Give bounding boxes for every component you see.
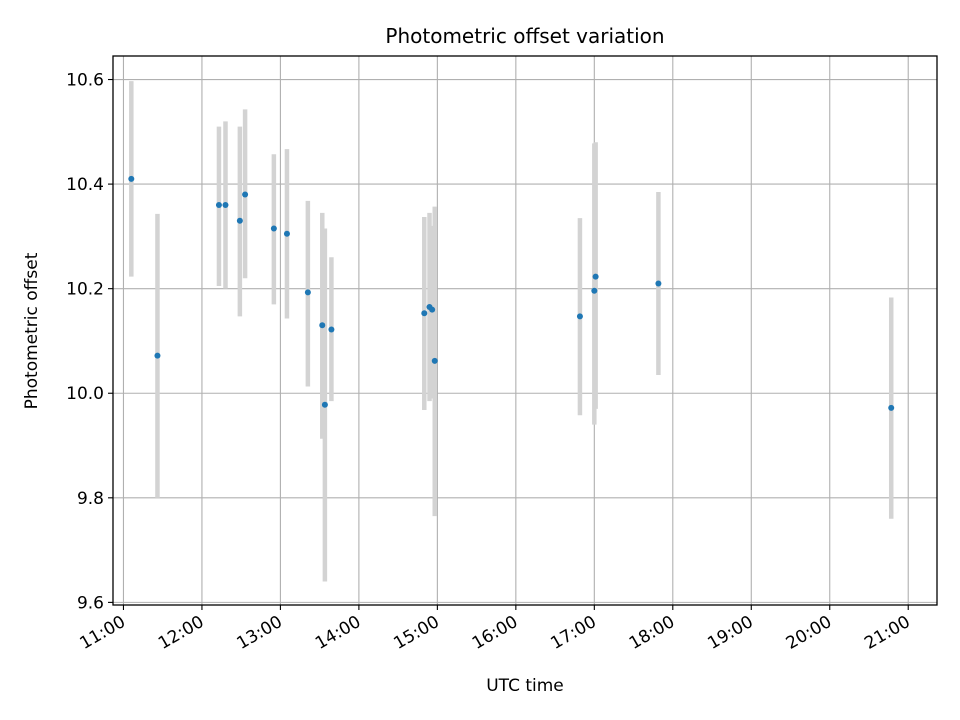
data-point [242,191,249,198]
data-point [283,230,290,237]
data-point [328,326,335,333]
data-point [154,352,161,359]
x-axis-label: UTC time [486,676,564,696]
grid [113,56,937,605]
data-point [319,322,326,329]
data-point [592,273,599,280]
data-point [222,202,229,209]
y-tick-label: 9.6 [77,593,104,613]
data-point [236,217,243,224]
data-point [128,175,135,182]
data-point [270,225,277,232]
data-point [429,306,436,313]
plot-frame [112,55,938,606]
data-point [655,280,662,287]
data-point [888,404,895,411]
chart-title: Photometric offset variation [385,24,664,48]
y-axis-ticks: 9.6 9.8 10.0 10.2 10.4 10.6 [66,71,113,613]
data-point [431,357,438,364]
data-points [128,175,895,411]
y-tick-label: 10.4 [66,175,104,195]
y-axis-label: Photometric offset [22,252,42,409]
data-point [576,313,583,320]
data-point [421,310,428,317]
data-point [215,202,222,209]
data-point [321,401,328,408]
y-tick-label: 10.2 [66,280,104,300]
y-tick-label: 10.0 [66,384,104,404]
y-tick-label: 10.6 [66,71,104,91]
y-tick-label: 9.8 [77,489,104,509]
data-point [304,289,311,296]
data-point [591,287,598,294]
